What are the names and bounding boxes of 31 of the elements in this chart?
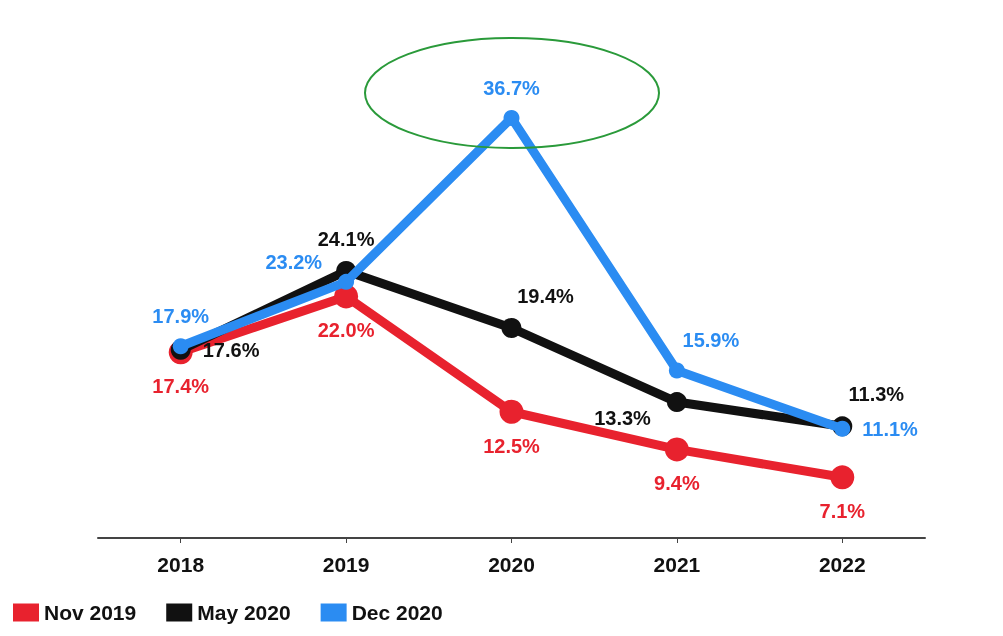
legend-label: May 2020 — [197, 601, 291, 624]
data-label: 23.2% — [265, 250, 323, 273]
data-label: 11.1% — [862, 417, 919, 440]
x-tick-label: 2018 — [157, 553, 205, 576]
data-label: 22.0% — [317, 319, 375, 342]
legend-label: Nov 2019 — [44, 601, 137, 624]
data-label: 7.1% — [819, 500, 866, 523]
x-tick-label: 2022 — [818, 553, 866, 576]
point — [666, 392, 687, 413]
data-label: 17.6% — [202, 338, 260, 361]
x-tick-label: 2020 — [488, 553, 535, 576]
data-label: 19.4% — [517, 285, 575, 307]
data-label: 13.3% — [594, 407, 652, 430]
data-label: 15.9% — [682, 329, 740, 352]
x-tick-label: 2019 — [322, 553, 370, 576]
data-label: 17.9% — [152, 305, 210, 328]
point — [664, 437, 689, 462]
legend-label: Dec 2020 — [351, 601, 443, 624]
data-label: 36.7% — [483, 77, 541, 99]
point — [503, 110, 520, 126]
data-label: 9.4% — [654, 472, 700, 495]
data-label: 17.4% — [152, 375, 210, 398]
x-tick-label: 2021 — [653, 553, 701, 576]
point — [338, 273, 355, 290]
point — [501, 318, 522, 338]
point — [668, 362, 685, 379]
data-label: 24.1% — [317, 227, 375, 250]
point — [830, 465, 855, 490]
data-label: 11.3% — [848, 383, 905, 406]
data-label: 12.5% — [483, 434, 541, 457]
point — [499, 399, 524, 424]
